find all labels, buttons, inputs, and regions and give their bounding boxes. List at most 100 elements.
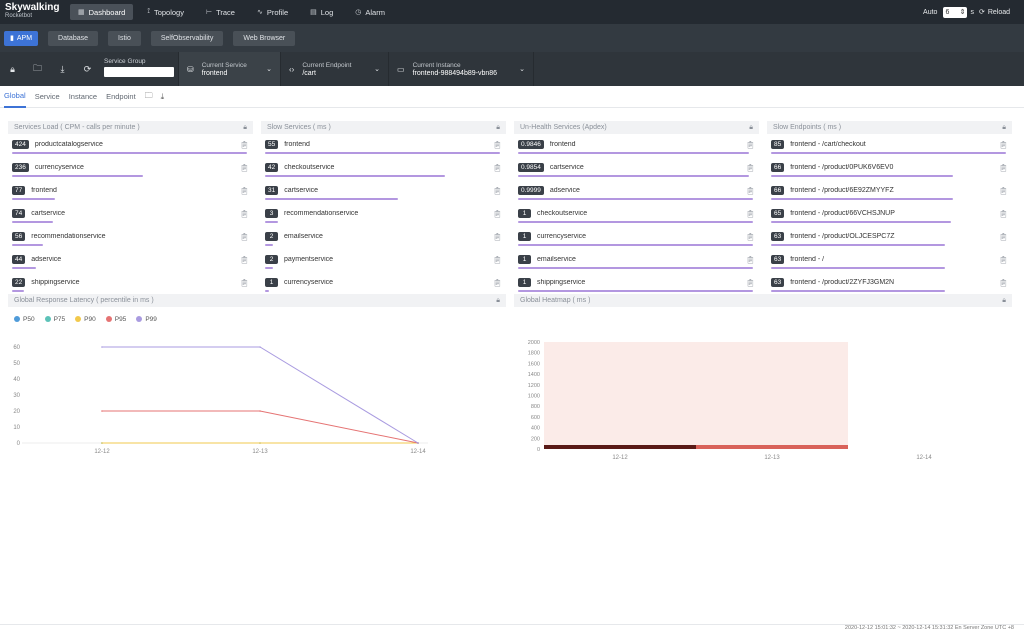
clipboard-icon[interactable]: 📋︎ — [240, 279, 249, 287]
subtab-instance[interactable]: Instance — [68, 92, 98, 101]
current-service-selector[interactable]: ⛁ Current Service frontend ⌄ — [178, 52, 280, 86]
clipboard-icon[interactable]: 📋︎ — [746, 141, 755, 149]
tab-apm[interactable]: ▮ APM — [4, 30, 39, 46]
list-item[interactable]: 3 recommendationservice 📋︎ — [261, 203, 506, 226]
reload-icon[interactable]: ⟳ — [978, 9, 985, 16]
lock-icon[interactable]: 🔒︎ — [1002, 296, 1006, 304]
clipboard-icon[interactable]: 📋︎ — [746, 164, 755, 172]
list-item[interactable]: 55 frontend 📋︎ — [261, 134, 506, 157]
list-item[interactable]: 44 adservice 📋︎ — [8, 249, 253, 272]
legend-item[interactable]: P50 — [14, 316, 35, 323]
subtab-service[interactable]: Service — [34, 92, 60, 101]
clipboard-icon[interactable]: 📋︎ — [746, 187, 755, 195]
list-item[interactable]: 0.9854 cartservice 📋︎ — [514, 157, 759, 180]
service-group-input[interactable] — [104, 67, 174, 77]
refresh-icon[interactable]: ⟳ — [83, 63, 92, 74]
nav-dashboard[interactable]: ▦ Dashboard — [70, 4, 134, 20]
list-item[interactable]: 424 productcatalogservice 📋︎ — [8, 134, 253, 157]
legend-item[interactable]: P99 — [136, 316, 157, 323]
lock-icon[interactable]: 🔒︎ — [1002, 123, 1006, 131]
clipboard-icon[interactable]: 📋︎ — [493, 210, 502, 218]
list-item[interactable]: 236 currencyservice 📋︎ — [8, 157, 253, 180]
legend-item[interactable]: P95 — [105, 316, 126, 323]
clipboard-icon[interactable]: 📋︎ — [999, 233, 1008, 241]
current-endpoint-selector[interactable]: ‹› Current Endpoint /cart ⌄ — [280, 52, 388, 86]
list-item[interactable]: 63 frontend - / 📋︎ — [767, 249, 1012, 272]
nav-topology[interactable]: ⟟ Topology — [139, 4, 192, 20]
auto-interval-input[interactable]: 6 ⇕ — [943, 6, 968, 18]
list-item[interactable]: 85 frontend - /cart/checkout 📋︎ — [767, 134, 1012, 157]
lock-icon[interactable]: 🔒︎ — [243, 123, 247, 131]
nav-log[interactable]: ▤ Log — [302, 4, 341, 20]
clipboard-icon[interactable]: 📋︎ — [240, 187, 249, 195]
clipboard-icon[interactable]: 📋︎ — [493, 164, 502, 172]
list-item[interactable]: 22 shippingservice 📋︎ — [8, 272, 253, 292]
clipboard-icon[interactable]: 📋︎ — [999, 187, 1008, 195]
list-item[interactable]: 63 frontend - /product/OLJCESPC7Z 📋︎ — [767, 226, 1012, 249]
clipboard-icon[interactable]: 📋︎ — [240, 141, 249, 149]
list-item[interactable]: 56 recommendationservice 📋︎ — [8, 226, 253, 249]
lock-icon[interactable]: 🔒︎ — [496, 123, 500, 131]
clipboard-icon[interactable]: 📋︎ — [746, 210, 755, 218]
legend-item[interactable]: P90 — [75, 316, 96, 323]
folder-icon[interactable]: 🗀 — [144, 90, 153, 100]
nav-trace[interactable]: ⊢ Trace — [198, 4, 243, 20]
clipboard-icon[interactable]: 📋︎ — [493, 256, 502, 264]
tab-istio[interactable]: Istio — [108, 30, 141, 46]
folder-icon[interactable]: 🗀 — [32, 63, 42, 73]
logo[interactable]: Skywalking Rocketbot — [0, 3, 70, 21]
slow-services-list[interactable]: 55 frontend 📋︎ 42 checkoutservice 📋︎ 31 cartser… — [261, 134, 506, 292]
clipboard-icon[interactable]: 📋︎ — [999, 210, 1008, 218]
lock-icon[interactable]: 🔒︎ — [749, 123, 753, 131]
current-instance-selector[interactable]: ▭ Current Instance frontend-988494b89-vb… — [388, 52, 534, 86]
clipboard-icon[interactable]: 📋︎ — [999, 256, 1008, 264]
list-item[interactable]: 1 emailservice 📋︎ — [514, 249, 759, 272]
list-item[interactable]: 31 cartservice 📋︎ — [261, 180, 506, 203]
clipboard-icon[interactable]: 📋︎ — [240, 233, 249, 241]
tab-web-browser[interactable]: Web Browser — [233, 30, 296, 46]
stepper-icon[interactable]: ⇕ — [959, 9, 966, 16]
subtab-global[interactable]: Global — [4, 86, 26, 108]
list-item[interactable]: 66 frontend - /product/0PUK6V6EV0 📋︎ — [767, 157, 1012, 180]
list-item[interactable]: 1 shippingservice 📋︎ — [514, 272, 759, 292]
legend-item[interactable]: P75 — [44, 316, 65, 323]
list-item[interactable]: 65 frontend - /product/66VCHSJNUP 📋︎ — [767, 203, 1012, 226]
clipboard-icon[interactable]: 📋︎ — [493, 187, 502, 195]
clipboard-icon[interactable]: 📋︎ — [746, 279, 755, 287]
lock-icon[interactable]: 🔒︎ — [496, 296, 500, 304]
clipboard-icon[interactable]: 📋︎ — [999, 164, 1008, 172]
clipboard-icon[interactable]: 📋︎ — [240, 256, 249, 264]
list-item[interactable]: 2 paymentservice 📋︎ — [261, 249, 506, 272]
list-item[interactable]: 42 checkoutservice 📋︎ — [261, 157, 506, 180]
clipboard-icon[interactable]: 📋︎ — [999, 279, 1008, 287]
clipboard-icon[interactable]: 📋︎ — [999, 141, 1008, 149]
clipboard-icon[interactable]: 📋︎ — [746, 233, 755, 241]
list-item[interactable]: 0.9846 frontend 📋︎ — [514, 134, 759, 157]
subtab-endpoint[interactable]: Endpoint — [106, 92, 136, 101]
download-icon[interactable]: ⤓ — [160, 91, 165, 101]
nav-alarm[interactable]: ◷ Alarm — [347, 4, 393, 20]
clipboard-icon[interactable]: 📋︎ — [493, 279, 502, 287]
list-item[interactable]: 74 cartservice 📋︎ — [8, 203, 253, 226]
clipboard-icon[interactable]: 📋︎ — [240, 210, 249, 218]
list-item[interactable]: 0.9999 adservice 📋︎ — [514, 180, 759, 203]
unhealth-services-list[interactable]: 0.9846 frontend 📋︎ 0.9854 cartservice 📋︎ 0.999… — [514, 134, 759, 292]
list-item[interactable]: 66 frontend - /product/6E92ZMYYFZ 📋︎ — [767, 180, 1012, 203]
clipboard-icon[interactable]: 📋︎ — [240, 164, 249, 172]
nav-profile[interactable]: ∿ Profile — [249, 4, 296, 20]
tab-database[interactable]: Database — [48, 30, 98, 46]
slow-endpoints-list[interactable]: 85 frontend - /cart/checkout 📋︎ 66 frontend … — [767, 134, 1012, 292]
list-item[interactable]: 1 currencyservice 📋︎ — [514, 226, 759, 249]
services-load-list[interactable]: 424 productcatalogservice 📋︎ 236 currencyser… — [8, 134, 253, 292]
tab-selfobservability[interactable]: SelfObservability — [150, 30, 224, 46]
lock-icon[interactable]: 🔒︎ — [10, 63, 15, 74]
download-icon[interactable]: ⤓ — [60, 63, 65, 74]
list-item[interactable]: 63 frontend - /product/2ZYFJ3GM2N 📋︎ — [767, 272, 1012, 292]
clipboard-icon[interactable]: 📋︎ — [746, 256, 755, 264]
reload-button[interactable]: Reload — [987, 8, 1010, 16]
list-item[interactable]: 77 frontend 📋︎ — [8, 180, 253, 203]
clipboard-icon[interactable]: 📋︎ — [493, 141, 502, 149]
clipboard-icon[interactable]: 📋︎ — [493, 233, 502, 241]
list-item[interactable]: 2 emailservice 📋︎ — [261, 226, 506, 249]
list-item[interactable]: 1 currencyservice 📋︎ — [261, 272, 506, 292]
